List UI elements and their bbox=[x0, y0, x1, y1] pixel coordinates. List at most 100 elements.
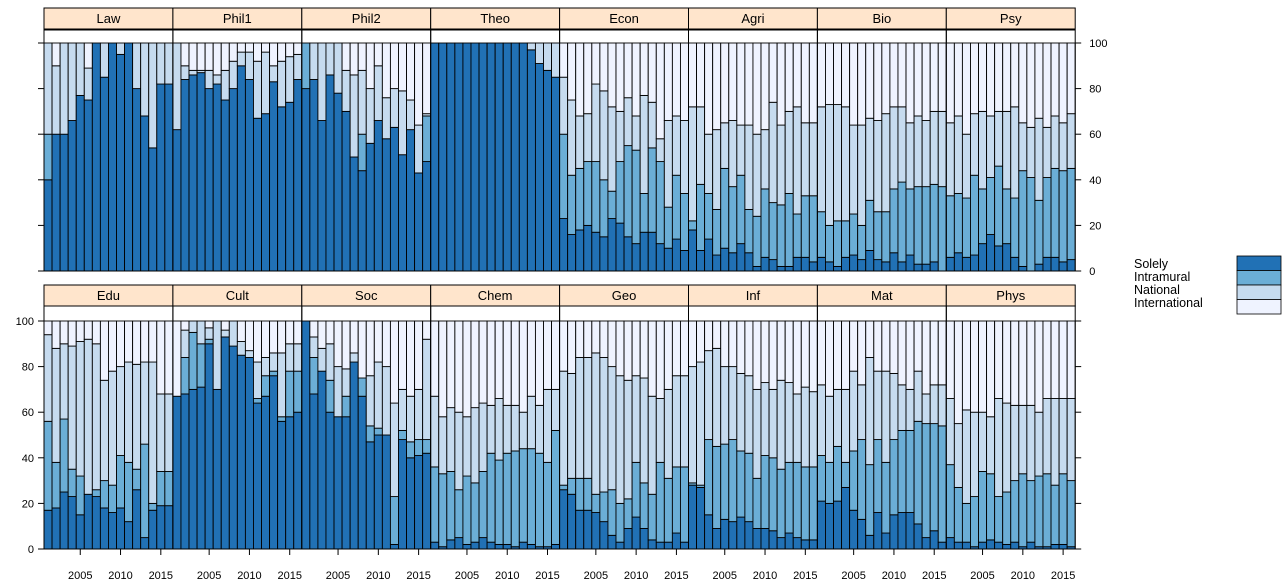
bar-econ-2008-solely bbox=[615, 222, 625, 272]
bar-econ-2015-solely bbox=[671, 238, 681, 272]
bar-mat-2001-solely bbox=[816, 500, 826, 550]
bar-phys-2006-international bbox=[986, 320, 996, 418]
bar-geo-2011-intramural bbox=[639, 482, 649, 529]
strip-label-soc: Soc bbox=[355, 288, 378, 303]
bar-law-2013-solely bbox=[140, 115, 150, 272]
bar-geo-2015-solely bbox=[671, 532, 681, 550]
bar-agri-2015-national bbox=[800, 122, 810, 197]
bar-edu-2002-international bbox=[51, 320, 61, 349]
bar-agri-2004-international bbox=[712, 42, 722, 131]
bar-inf-2011-international bbox=[768, 320, 778, 390]
bar-law-2012-national bbox=[132, 42, 142, 90]
bar-chem-2016-national bbox=[551, 388, 561, 431]
bar-inf-2013-solely bbox=[784, 532, 794, 550]
bar-mat-2009-international bbox=[881, 320, 891, 372]
bar-bio-2003-international bbox=[833, 42, 843, 106]
bar-edu-2015-national bbox=[156, 393, 166, 472]
bar-phil1-2001-solely bbox=[172, 129, 182, 272]
bar-econ-2016-intramural bbox=[679, 193, 689, 251]
bar-econ-2005-international bbox=[591, 42, 601, 85]
bar-econ-2002-national bbox=[567, 99, 577, 176]
bar-psy-2008-international bbox=[1002, 42, 1012, 112]
bar-inf-2001-national bbox=[688, 366, 698, 484]
bar-phys-2005-international bbox=[978, 320, 988, 413]
bar-chem-2009-intramural bbox=[494, 459, 504, 545]
bar-phys-2008-solely bbox=[1002, 543, 1012, 550]
bar-cult-2010-international bbox=[244, 320, 254, 352]
bar-psy-2001-solely bbox=[945, 256, 955, 272]
bar-phys-2016-national bbox=[1066, 398, 1076, 482]
bar-mat-2004-solely bbox=[841, 486, 851, 550]
bar-econ-2006-intramural bbox=[599, 179, 609, 238]
bars-inf bbox=[688, 320, 818, 550]
bar-psy-2003-national bbox=[961, 133, 971, 199]
bar-psy-2009-national bbox=[1010, 106, 1020, 199]
bar-bio-2012-solely bbox=[905, 254, 915, 272]
bar-econ-2011-national bbox=[639, 94, 649, 194]
bar-agri-2005-solely bbox=[720, 247, 730, 272]
bar-phil2-2006-solely bbox=[341, 110, 351, 272]
bar-geo-2016-solely bbox=[679, 541, 689, 550]
bar-phil2-2011-national bbox=[381, 97, 391, 140]
bar-mat-2003-international bbox=[833, 320, 843, 390]
bar-chem-2002-national bbox=[438, 416, 448, 475]
bar-geo-2015-national bbox=[671, 375, 681, 468]
bar-soc-2012-international bbox=[389, 320, 399, 404]
bar-chem-2013-international bbox=[526, 320, 536, 397]
bar-bio-2012-international bbox=[905, 42, 915, 124]
bar-cult-2011-international bbox=[253, 320, 262, 363]
x-tick-label: 2005 bbox=[326, 570, 350, 582]
bar-cult-2002-intramural bbox=[180, 357, 190, 395]
bar-cult-2007-national bbox=[220, 329, 230, 338]
bar-theo-2008-solely bbox=[486, 42, 496, 272]
y-tick-label: 80 bbox=[22, 362, 34, 374]
bar-inf-2016-international bbox=[808, 320, 818, 393]
bar-econ-2010-solely bbox=[631, 243, 641, 272]
bar-phil2-2012-national bbox=[389, 88, 399, 128]
bar-econ-2013-national bbox=[655, 138, 665, 163]
bar-chem-2010-solely bbox=[502, 543, 512, 550]
bar-phys-2010-national bbox=[1018, 404, 1028, 475]
bar-phys-2002-international bbox=[953, 320, 963, 425]
bar-soc-2002-intramural bbox=[309, 357, 319, 395]
bar-edu-2001-solely bbox=[43, 509, 53, 550]
bar-phil1-2007-solely bbox=[220, 99, 230, 272]
bar-soc-2008-solely bbox=[357, 395, 367, 550]
bar-phys-2003-solely bbox=[961, 541, 971, 550]
bar-soc-2003-national bbox=[317, 347, 327, 372]
bar-edu-2011-intramural bbox=[124, 461, 134, 523]
bar-phil1-2016-national bbox=[293, 53, 303, 80]
y-tick-label: 0 bbox=[1089, 266, 1095, 278]
bar-econ-2004-international bbox=[583, 42, 593, 115]
bar-edu-2011-international bbox=[124, 320, 134, 363]
bar-soc-2004-intramural bbox=[325, 379, 335, 413]
bar-phil2-2008-national bbox=[357, 69, 367, 135]
bar-chem-2002-intramural bbox=[438, 473, 448, 548]
bar-edu-2004-international bbox=[67, 320, 77, 347]
bar-edu-2009-intramural bbox=[107, 484, 117, 513]
bar-mat-2016-solely bbox=[937, 541, 947, 550]
bar-psy-2013-solely bbox=[1042, 256, 1052, 272]
bar-cult-2015-national bbox=[285, 343, 295, 372]
bar-phil2-2011-solely bbox=[381, 138, 391, 272]
bar-cult-2016-solely bbox=[293, 411, 303, 550]
bar-geo-2006-intramural bbox=[599, 491, 609, 523]
bar-phil1-2010-solely bbox=[244, 79, 254, 272]
bar-mat-2002-solely bbox=[825, 502, 834, 550]
bar-bio-2004-solely bbox=[841, 256, 851, 272]
bar-chem-2013-solely bbox=[526, 543, 536, 550]
bar-cult-2016-intramural bbox=[293, 370, 303, 413]
bar-chem-2005-solely bbox=[462, 543, 472, 550]
bar-phil1-2012-national bbox=[261, 51, 271, 115]
bar-phys-2011-national bbox=[1026, 404, 1036, 482]
bar-mat-2015-international bbox=[929, 320, 939, 386]
bar-chem-2014-national bbox=[534, 404, 544, 454]
bar-geo-2002-intramural bbox=[567, 477, 577, 495]
bar-soc-2007-international bbox=[349, 320, 359, 354]
bar-soc-2014-solely bbox=[406, 457, 416, 550]
panel-edu: Edu bbox=[43, 284, 174, 550]
x-tick-label: 2015 bbox=[922, 570, 946, 582]
bar-mat-2008-solely bbox=[873, 512, 883, 550]
bar-phys-2005-solely bbox=[978, 541, 988, 550]
bar-agri-2005-national bbox=[720, 122, 730, 169]
